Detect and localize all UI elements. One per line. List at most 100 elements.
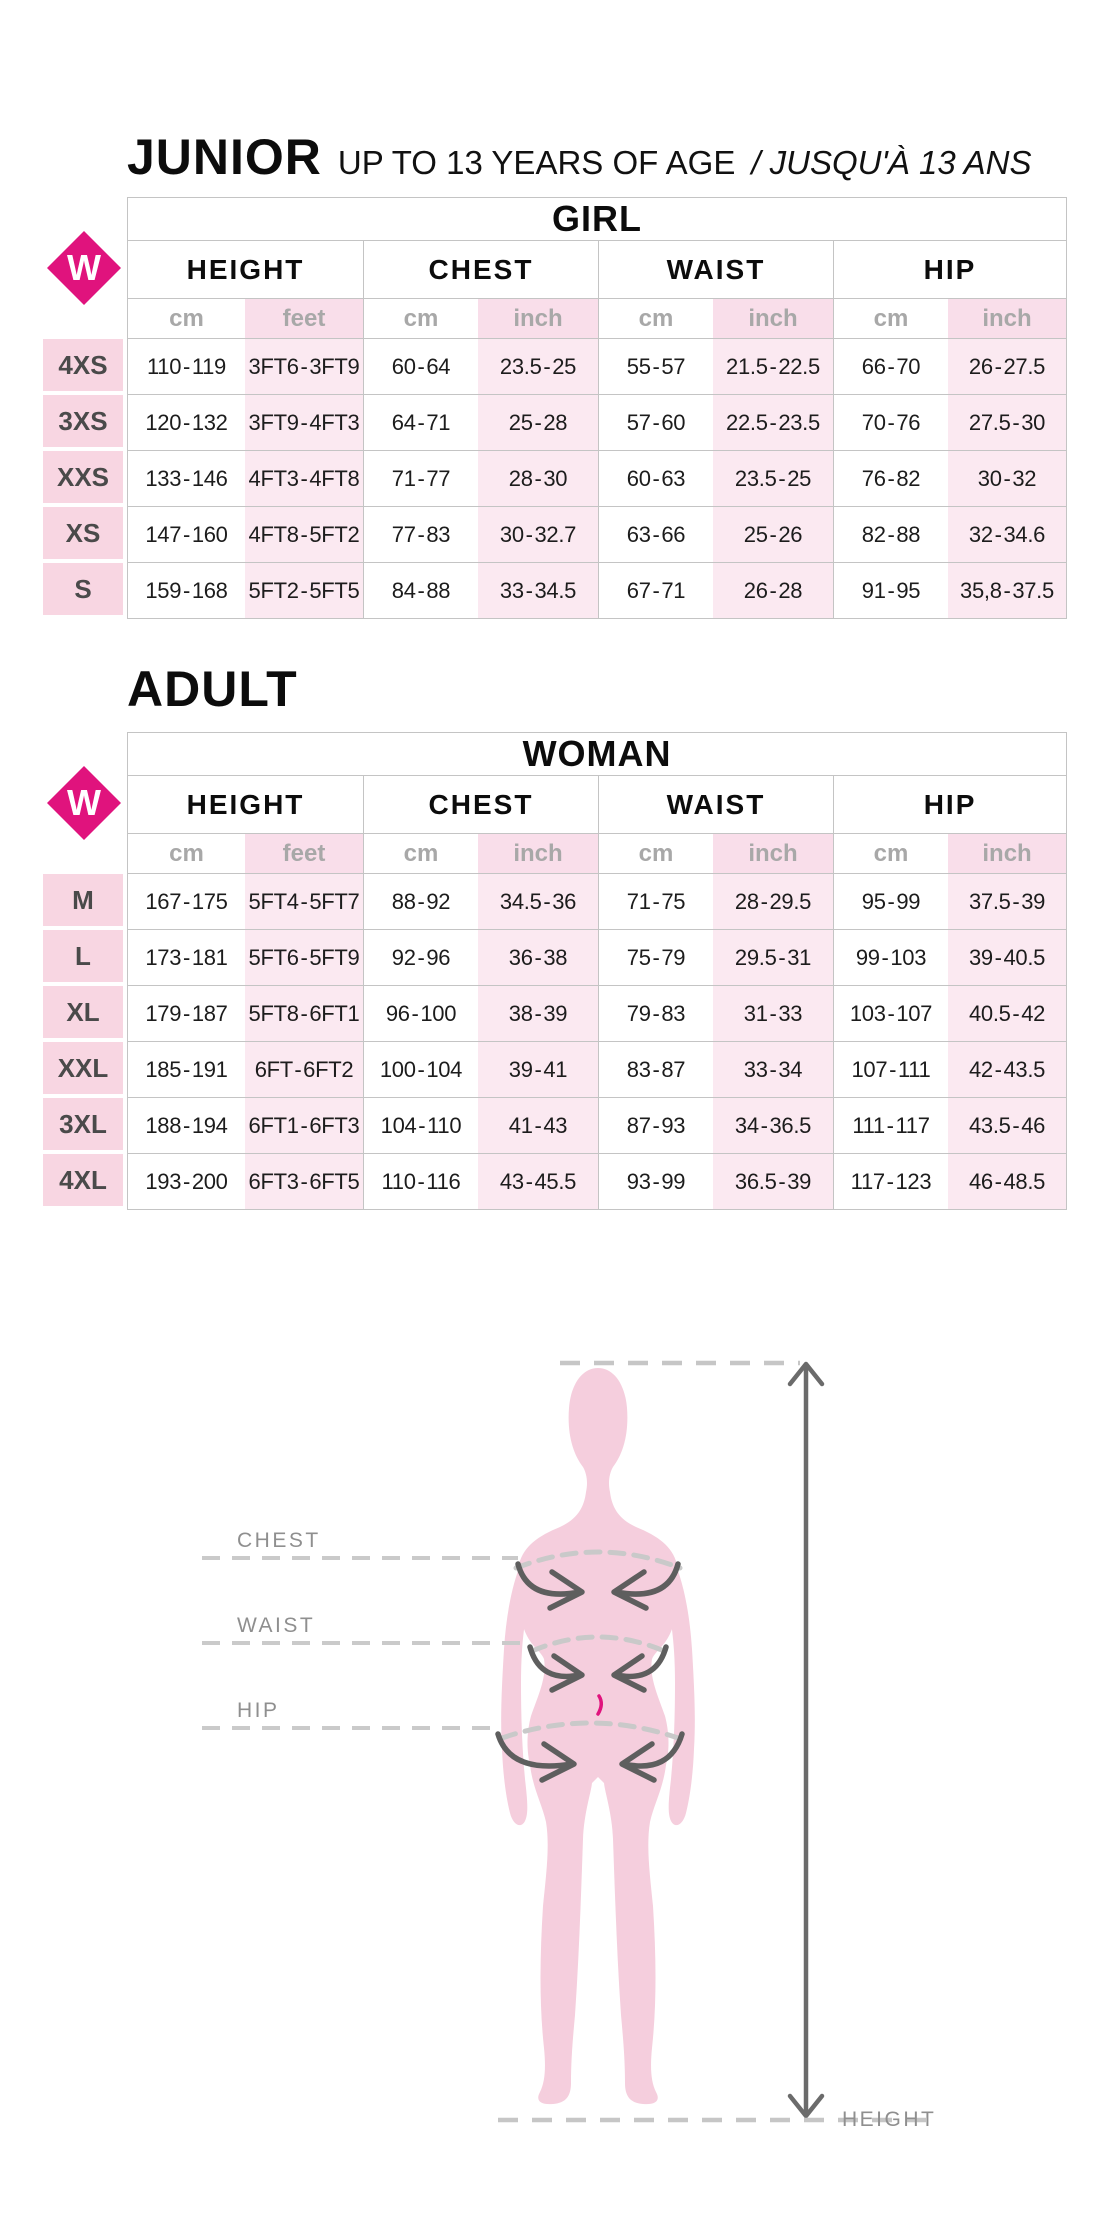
cell: 33 - 34.5 — [478, 563, 598, 619]
col-height: HEIGHT — [127, 776, 363, 834]
cell: 29.5 - 31 — [713, 930, 833, 986]
cell: 23.5 - 25 — [713, 451, 833, 507]
unit-hip-cm: cm — [833, 299, 948, 339]
cell: 5FT8 - 6FT1 — [245, 986, 363, 1042]
size-label: 3XS — [43, 395, 127, 451]
cell: 5FT6 - 5FT9 — [245, 930, 363, 986]
waist-arrow-right — [613, 1644, 669, 1680]
spacer — [43, 834, 127, 874]
cell: 93 - 99 — [598, 1154, 713, 1210]
junior-title: JUNIOR — [127, 129, 322, 185]
col-chest: CHEST — [363, 241, 598, 299]
diamond-shape — [47, 231, 121, 305]
cell: 60 - 63 — [598, 451, 713, 507]
adult-title: ADULT — [127, 661, 298, 717]
cell: 36 - 38 — [478, 930, 598, 986]
cell: 100 - 104 — [363, 1042, 478, 1098]
table-title-woman: WOMAN — [127, 732, 1068, 776]
cell: 26 - 27.5 — [948, 339, 1067, 395]
cell: 133 - 146 — [127, 451, 245, 507]
cell: 92 - 96 — [363, 930, 478, 986]
waist-arrow-left — [527, 1644, 583, 1680]
cell: 39 - 41 — [478, 1042, 598, 1098]
spacer — [43, 197, 127, 241]
waist-arrowhead-right-icon — [549, 1653, 585, 1693]
junior-girl-size-table: GIRL HEIGHT CHEST WAIST HIP cm feet cm i… — [43, 197, 1067, 619]
col-hip: HIP — [833, 776, 1068, 834]
unit-row: cm feet cm inch cm inch cm inch — [43, 299, 1067, 339]
cell: 159 - 168 — [127, 563, 245, 619]
column-group-row: HEIGHT CHEST WAIST HIP — [43, 241, 1067, 299]
unit-chest-cm: cm — [363, 299, 478, 339]
cell: 27.5 - 30 — [948, 395, 1067, 451]
height-label: HEIGHT — [842, 2108, 936, 2131]
cell: 185 - 191 — [127, 1042, 245, 1098]
cell: 37.5 - 39 — [948, 874, 1068, 930]
hip-arrow-right — [621, 1731, 685, 1769]
cell: 71 - 77 — [363, 451, 478, 507]
cell: 193 - 200 — [127, 1154, 245, 1210]
cell: 28 - 29.5 — [713, 874, 833, 930]
cell: 147 - 160 — [127, 507, 245, 563]
cell: 84 - 88 — [363, 563, 478, 619]
col-waist: WAIST — [598, 776, 833, 834]
hip-label: HIP — [237, 1699, 280, 1722]
cell: 25 - 26 — [713, 507, 833, 563]
cell: 77 - 83 — [363, 507, 478, 563]
size-label: M — [43, 874, 127, 930]
size-label: 4XS — [43, 339, 127, 395]
cell: 67 - 71 — [598, 563, 713, 619]
cell: 76 - 82 — [833, 451, 948, 507]
table-row: S 159 - 168 5FT2 - 5FT5 84 - 88 33 - 34.… — [43, 563, 1067, 619]
cell: 79 - 83 — [598, 986, 713, 1042]
unit-chest-inch: inch — [478, 299, 598, 339]
arrow-down-icon — [787, 2093, 825, 2119]
size-label: S — [43, 563, 127, 619]
brand-logo-diamond: W — [47, 766, 121, 840]
cell: 34.5 - 36 — [478, 874, 598, 930]
cell: 28 - 30 — [478, 451, 598, 507]
col-hip: HIP — [833, 241, 1067, 299]
unit-waist-cm: cm — [598, 299, 713, 339]
cell: 42 - 43.5 — [948, 1042, 1068, 1098]
unit-waist-inch: inch — [713, 834, 833, 874]
table-row: 4XL 193 - 200 6FT3 - 6FT5 110 - 116 43 -… — [43, 1154, 1068, 1210]
cell: 3FT6 - 3FT9 — [245, 339, 363, 395]
cell: 31 - 33 — [713, 986, 833, 1042]
table-row: M 167 - 175 5FT4 - 5FT7 88 - 92 34.5 - 3… — [43, 874, 1068, 930]
cell: 173 - 181 — [127, 930, 245, 986]
cell: 75 - 79 — [598, 930, 713, 986]
cell: 110 - 119 — [127, 339, 245, 395]
size-label: L — [43, 930, 127, 986]
cell: 3FT9 - 4FT3 — [245, 395, 363, 451]
col-waist: WAIST — [598, 241, 833, 299]
table-title-row: GIRL — [43, 197, 1067, 241]
size-label: 4XL — [43, 1154, 127, 1210]
cell: 110 - 116 — [363, 1154, 478, 1210]
cell: 66 - 70 — [833, 339, 948, 395]
cell: 36.5 - 39 — [713, 1154, 833, 1210]
table-row: 3XL 188 - 194 6FT1 - 6FT3 104 - 110 41 -… — [43, 1098, 1068, 1154]
unit-height-cm: cm — [127, 299, 245, 339]
unit-waist-inch: inch — [713, 299, 833, 339]
cell: 91 - 95 — [833, 563, 948, 619]
spacer — [43, 732, 127, 776]
table-row: XS 147 - 160 4FT8 - 5FT2 77 - 83 30 - 32… — [43, 507, 1067, 563]
cell: 96 - 100 — [363, 986, 478, 1042]
table-row: XXS 133 - 146 4FT3 - 4FT8 71 - 77 28 - 3… — [43, 451, 1067, 507]
cell: 63 - 66 — [598, 507, 713, 563]
cell: 60 - 64 — [363, 339, 478, 395]
junior-subtitle-en: UP TO 13 YEARS OF AGE — [337, 144, 736, 181]
brand-logo-letter: W — [67, 247, 101, 288]
cell: 40.5 - 42 — [948, 986, 1068, 1042]
chest-ellipse-back — [513, 1549, 683, 1571]
cell: 21.5 - 22.5 — [713, 339, 833, 395]
unit-height-cm: cm — [127, 834, 245, 874]
cell: 57 - 60 — [598, 395, 713, 451]
table-title-girl: GIRL — [127, 197, 1067, 241]
table-title-row: WOMAN — [43, 732, 1068, 776]
hip-ellipse-back — [499, 1720, 681, 1741]
cell: 88 - 92 — [363, 874, 478, 930]
unit-chest-cm: cm — [363, 834, 478, 874]
cell: 30 - 32 — [948, 451, 1067, 507]
